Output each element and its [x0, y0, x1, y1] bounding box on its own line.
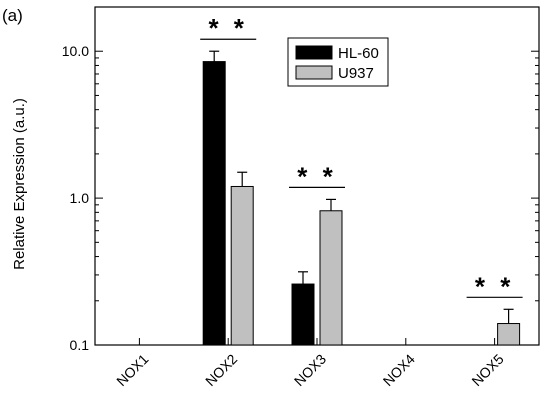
- y-tick-label: 1.0: [70, 190, 90, 206]
- x-tick-label: NOX5: [468, 351, 506, 389]
- legend-swatch: [295, 45, 333, 60]
- legend-label: U937: [338, 65, 374, 82]
- legend-swatch: [295, 65, 333, 80]
- significance-marker: * *: [475, 271, 514, 301]
- x-tick-label: NOX2: [202, 351, 240, 389]
- panel-label: (a): [2, 6, 23, 25]
- legend-label: HL-60: [338, 45, 379, 62]
- y-axis-title: Relative Expression (a.u.): [11, 98, 28, 270]
- bar-u937: [319, 210, 343, 346]
- bar-u937: [497, 323, 521, 346]
- significance-marker: * *: [208, 13, 247, 43]
- x-tick-label: NOX3: [291, 351, 329, 389]
- y-tick-label: 0.1: [70, 337, 90, 353]
- bar-hl-60: [202, 61, 226, 346]
- significance-marker: * *: [297, 161, 336, 191]
- bar-u937: [230, 185, 254, 346]
- x-tick-label: NOX4: [380, 351, 418, 389]
- bar-hl-60: [291, 283, 315, 346]
- y-tick-label: 10.0: [62, 43, 89, 59]
- x-tick-label: NOX1: [113, 351, 151, 389]
